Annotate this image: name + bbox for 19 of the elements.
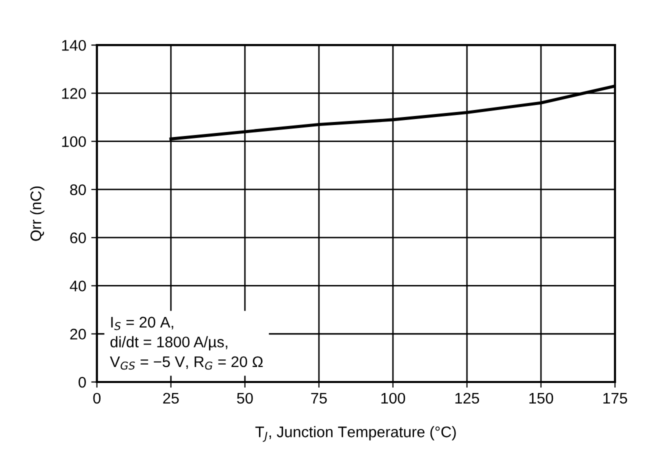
y-axis-title: Qrr (nC) <box>30 186 44 241</box>
y-tick-label: 140 <box>62 40 86 51</box>
y-tick-label: 120 <box>62 88 86 99</box>
x-tick-label: 0 <box>93 392 101 404</box>
x-tick-label: 25 <box>163 392 179 404</box>
x-tick-label: 125 <box>455 392 480 404</box>
y-tick-label: 0 <box>78 376 86 388</box>
x-tick-label: 150 <box>529 392 554 404</box>
x-axis-title: T$_{J}$, Junction Temperature (°C) <box>255 426 456 442</box>
x-tick-label: 175 <box>603 392 628 404</box>
y-tick-label: 60 <box>70 232 86 244</box>
y-tick-label: 40 <box>70 280 86 292</box>
x-tick-label: 100 <box>381 392 406 404</box>
y-tick-label: 100 <box>62 136 86 148</box>
y-tick-label: 20 <box>70 328 86 340</box>
x-tick-label: 75 <box>311 392 327 404</box>
text: I$_{S}$ = 20 A, di/dt = 1800 A/µs, V$_{GS}$ = −5 V, R$_{G}$ = 20 Ω <box>110 316 263 370</box>
y-tick-label: 80 <box>70 184 86 196</box>
x-tick-label: 50 <box>237 392 253 404</box>
